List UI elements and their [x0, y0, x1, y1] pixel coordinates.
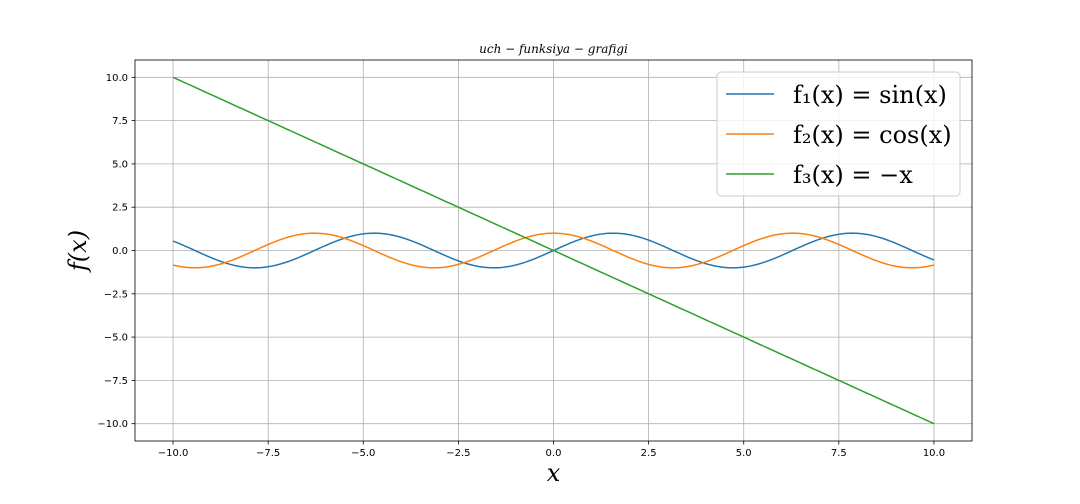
legend-label-1: f₁(x) = sin(x)	[793, 81, 947, 109]
x-tick-label: 10.0	[923, 448, 945, 459]
y-tick-label: 2.5	[112, 203, 128, 214]
series-line-2	[172, 232, 935, 269]
x-tick-label: 7.5	[831, 448, 847, 459]
x-axis-label: x	[547, 459, 561, 487]
legend-box	[716, 71, 961, 197]
x-tick-label: −5.0	[351, 448, 375, 459]
y-tick-label: −5.0	[104, 333, 128, 344]
y-tick-label: 7.5	[112, 116, 128, 127]
y-tick-label: 5.0	[112, 159, 128, 170]
chart-title: uch − funksiya − grafigi	[479, 42, 628, 56]
x-tick-label: −7.5	[256, 448, 280, 459]
x-tick-label: 0.0	[546, 448, 562, 459]
ticks: −10.0 −7.5 −5.0 −2.5 0.0 2.5 5.0 7.5 10.0 −10.0 −7…	[97, 73, 945, 459]
y-tick-label: 0.0	[112, 246, 128, 257]
y-tick-label: 10.0	[106, 73, 128, 84]
legend: f₁(x) = sin(x) f₂(x) = cos(x) f₃(x) = −x	[716, 71, 961, 197]
x-tick-label: 5.0	[736, 448, 752, 459]
y-axis-label: f(x)	[64, 230, 92, 273]
x-tick-label: −10.0	[158, 448, 189, 459]
y-tick-label: −7.5	[104, 376, 128, 387]
x-tick-label: 2.5	[641, 448, 657, 459]
legend-label-3: f₃(x) = −x	[793, 161, 913, 189]
series-lines	[172, 76, 935, 425]
legend-label-2: f₂(x) = cos(x)	[793, 121, 952, 149]
x-tick-label: −2.5	[446, 448, 470, 459]
y-tick-label: −2.5	[104, 289, 128, 300]
series-line-3	[172, 76, 935, 425]
y-tick-label: −10.0	[97, 419, 128, 430]
